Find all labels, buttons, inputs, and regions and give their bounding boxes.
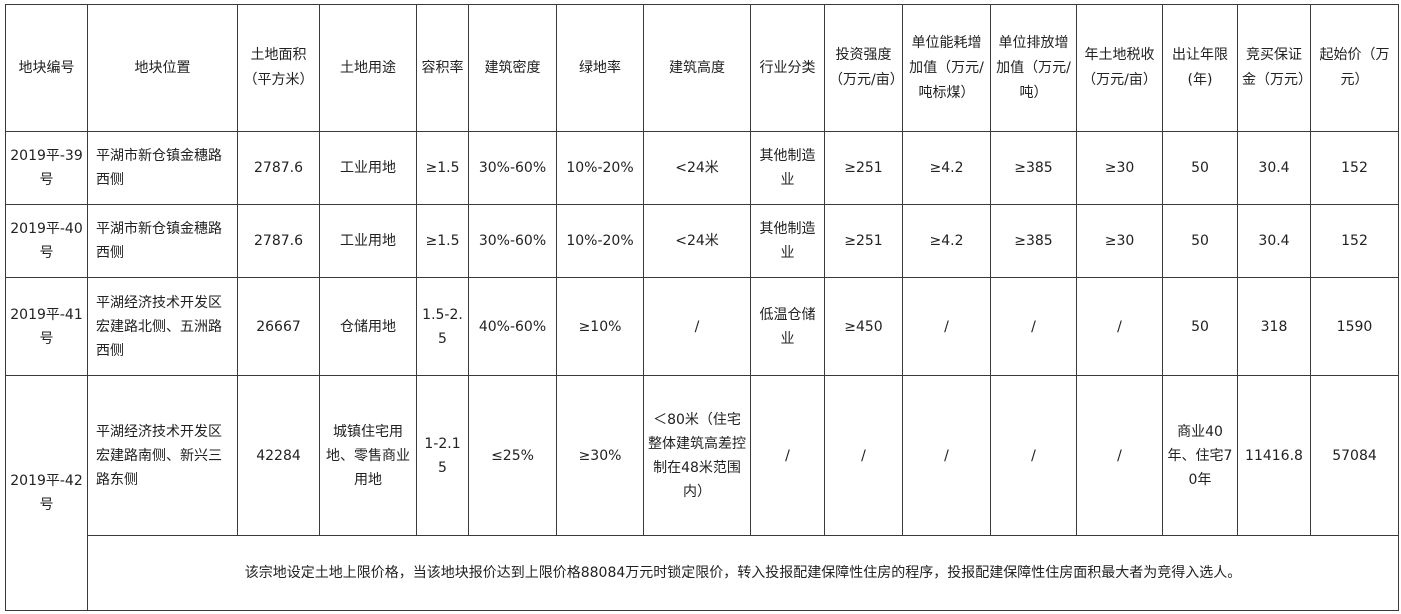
table-row: 2019平-39号 平湖市新仓镇金穗路西侧 2787.6 工业用地 ≥1.5 3… <box>5 131 1399 205</box>
table-cell: ≥30 <box>1076 204 1163 278</box>
table-cell: 平湖市新仓镇金穗路西侧 <box>87 204 238 278</box>
table-cell: 工业用地 <box>319 131 417 205</box>
header-cell: 年土地税收（万元/亩） <box>1076 4 1163 132</box>
table-cell: ≥4.2 <box>902 131 991 205</box>
table-cell: 2019平-42号 <box>5 375 88 611</box>
table-cell: 50 <box>1162 131 1238 205</box>
table-cell: / <box>824 375 903 536</box>
table-cell: 2019平-41号 <box>5 277 88 376</box>
header-cell: 土地用途 <box>319 4 417 132</box>
table-cell: 50 <box>1162 204 1238 278</box>
table-cell: 平湖经济技术开发区宏建路南侧、新兴三路东侧 <box>87 375 238 536</box>
table-cell: 57084 <box>1310 375 1399 536</box>
table-row: 2019平-40号 平湖市新仓镇金穗路西侧 2787.6 工业用地 ≥1.5 3… <box>5 204 1399 278</box>
land-parcel-table: 地块编号 地块位置 土地面积（平方米） 土地用途 容积率 建筑密度 绿地率 建筑… <box>5 4 1399 611</box>
table-cell: / <box>902 277 991 376</box>
table-cell: 其他制造业 <box>750 204 825 278</box>
table-cell: / <box>750 375 825 536</box>
header-cell: 竞买保证金（万元） <box>1237 4 1312 132</box>
table-cell: ≥385 <box>990 204 1077 278</box>
table-cell: 1590 <box>1310 277 1399 376</box>
header-cell: 绿地率 <box>556 4 644 132</box>
table-cell: 其他制造业 <box>750 131 825 205</box>
table-header-row: 地块编号 地块位置 土地面积（平方米） 土地用途 容积率 建筑密度 绿地率 建筑… <box>5 4 1399 132</box>
table-cell: / <box>1076 277 1163 376</box>
header-cell: 投资强度（万元/亩） <box>824 4 904 132</box>
table-cell: 平湖经济技术开发区宏建路北侧、五洲路西侧 <box>87 277 238 376</box>
table-cell: 10%-20% <box>556 204 644 278</box>
table-cell: 26667 <box>237 277 320 376</box>
table-cell: 30.4 <box>1237 204 1311 278</box>
table-cell: / <box>990 375 1077 536</box>
table-cell: ≥251 <box>824 131 903 205</box>
table-cell: 平湖市新仓镇金穗路西侧 <box>87 131 238 205</box>
table-cell: ＜80米（住宅整体建筑高差控制在48米范围内） <box>643 375 751 536</box>
table-note-row: 该宗地设定土地上限价格，当该地块报价达到上限价格88084万元时锁定限价，转入投… <box>6 535 1399 611</box>
table-cell: / <box>1076 375 1163 536</box>
table-cell: ≥1.5 <box>416 204 469 278</box>
table-cell: 30.4 <box>1237 131 1311 205</box>
table-cell: 50 <box>1162 277 1238 376</box>
table-cell: 318 <box>1237 277 1311 376</box>
header-cell: 出让年限(年) <box>1162 4 1238 132</box>
table-cell: 30%-60% <box>468 204 557 278</box>
table-cell: 2019平-39号 <box>5 131 88 205</box>
price-limit-note: 该宗地设定土地上限价格，当该地块报价达到上限价格88084万元时锁定限价，转入投… <box>87 535 1399 611</box>
table-cell: ≥251 <box>824 204 903 278</box>
table-cell: / <box>902 375 991 536</box>
table-cell: 工业用地 <box>319 204 417 278</box>
table-cell: 11416.8 <box>1237 375 1311 536</box>
table-cell: ≤25% <box>468 375 557 536</box>
table-cell: 1.5-2.5 <box>416 277 469 376</box>
header-cell: 起始价（万元） <box>1310 4 1399 132</box>
table-row: 2019平-41号 平湖经济技术开发区宏建路北侧、五洲路西侧 26667 仓储用… <box>5 277 1399 376</box>
header-cell: 单位能耗增加值（万元/吨标煤） <box>902 4 991 132</box>
table-cell: 1-2.15 <box>416 375 469 536</box>
table-cell: <24米 <box>643 131 751 205</box>
table-cell: 城镇住宅用地、零售商业用地 <box>319 375 417 536</box>
header-cell: 地块位置 <box>87 4 238 132</box>
table-cell: 40%-60% <box>468 277 557 376</box>
table-cell: 2787.6 <box>237 204 320 278</box>
table-cell: ≥385 <box>990 131 1077 205</box>
header-cell: 容积率 <box>416 4 469 132</box>
table-cell: 30%-60% <box>468 131 557 205</box>
table-cell: 2787.6 <box>237 131 320 205</box>
table-cell: / <box>643 277 751 376</box>
header-cell: 建筑密度 <box>468 4 557 132</box>
header-cell: 单位排放增加值（万元/吨） <box>990 4 1077 132</box>
table-cell: ≥10% <box>556 277 644 376</box>
table-cell: 仓储用地 <box>319 277 417 376</box>
table-cell: 商业40年、住宅70年 <box>1162 375 1238 536</box>
table-cell: / <box>990 277 1077 376</box>
table-cell: ≥4.2 <box>902 204 991 278</box>
table-cell: 低温仓储业 <box>750 277 825 376</box>
table-cell: <24米 <box>643 204 751 278</box>
table-cell: ≥30% <box>556 375 644 536</box>
table-cell: 2019平-40号 <box>5 204 88 278</box>
table-cell: 42284 <box>237 375 320 536</box>
header-cell: 地块编号 <box>5 4 88 132</box>
table-cell: ≥1.5 <box>416 131 469 205</box>
table-cell: 152 <box>1310 204 1399 278</box>
table-cell: 10%-20% <box>556 131 644 205</box>
table-cell: ≥30 <box>1076 131 1163 205</box>
header-cell: 建筑高度 <box>643 4 751 132</box>
table-row: 2019平-42号 平湖经济技术开发区宏建路南侧、新兴三路东侧 42284 城镇… <box>5 375 1399 611</box>
table-cell: 152 <box>1310 131 1399 205</box>
table-cell: ≥450 <box>824 277 903 376</box>
header-cell: 土地面积（平方米） <box>237 4 320 132</box>
header-cell: 行业分类 <box>750 4 825 132</box>
